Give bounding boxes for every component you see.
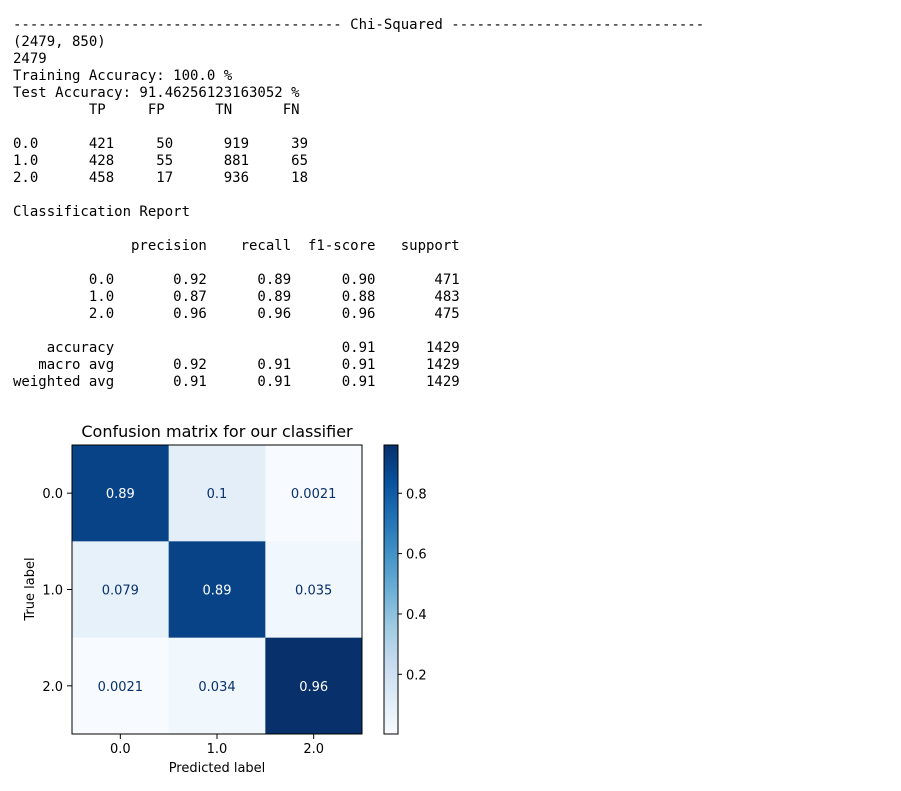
heatmap-cell bbox=[265, 445, 363, 542]
cell-value-label: 0.0021 bbox=[98, 680, 144, 695]
console-line: macro avg 0.92 0.91 0.91 1429 bbox=[13, 357, 460, 373]
console-line: Test Accuracy: 91.46256123163052 % bbox=[13, 85, 300, 101]
heatmap-cell bbox=[168, 541, 266, 639]
console-line: TP FP TN FN bbox=[13, 102, 300, 118]
cell-value-label: 0.034 bbox=[198, 680, 235, 695]
console-line bbox=[13, 187, 704, 204]
console-line: accuracy 0.91 1429 bbox=[13, 340, 460, 356]
colorbar-tick-label: 0.4 bbox=[406, 608, 427, 623]
console-line bbox=[13, 255, 704, 272]
cell-value-label: 0.89 bbox=[106, 487, 135, 502]
console-output: --------------------------------------- … bbox=[13, 17, 704, 391]
heatmap-cell bbox=[72, 637, 170, 735]
console-line: Classification Report bbox=[13, 204, 191, 220]
y-tick-label: 1.0 bbox=[42, 584, 63, 599]
console-line: 1.0 428 55 881 65 bbox=[13, 153, 309, 169]
x-axis-ticks: 0.0 1.0 2.0 bbox=[110, 734, 324, 757]
console-line bbox=[13, 323, 704, 340]
cell-value-label: 0.035 bbox=[295, 584, 332, 599]
y-axis-label: True label bbox=[23, 557, 38, 621]
cell-value-label: 0.96 bbox=[299, 680, 328, 695]
console-line bbox=[13, 221, 704, 238]
y-tick-label: 2.0 bbox=[42, 680, 63, 695]
cell-value-label: 0.079 bbox=[102, 584, 139, 599]
x-tick-label: 2.0 bbox=[303, 742, 324, 757]
x-tick-label: 1.0 bbox=[207, 742, 228, 757]
confusion-matrix-figure: Confusion matrix for our classifier 0.89… bbox=[23, 422, 427, 776]
colorbar-tick-label: 0.6 bbox=[406, 548, 427, 563]
console-line bbox=[13, 119, 704, 136]
y-tick-label: 0.0 bbox=[42, 487, 63, 502]
cell-value-label: 0.89 bbox=[203, 584, 232, 599]
colorbar-ticks: 0.2 0.4 0.6 0.8 bbox=[398, 487, 427, 683]
heatmap-cell bbox=[265, 637, 363, 735]
console-line: 0.0 421 50 919 39 bbox=[13, 136, 309, 152]
heatmap-cell bbox=[72, 541, 170, 639]
heatmap-cell bbox=[265, 541, 363, 639]
colorbar-tick-label: 0.8 bbox=[406, 487, 427, 502]
x-axis-label: Predicted label bbox=[169, 761, 266, 776]
heatmap-cells: 0.89 0.1 0.0021 0.079 0.89 0.035 0.0021 0.034 0.… bbox=[72, 445, 363, 735]
console-line: Training Accuracy: 100.0 % bbox=[13, 68, 233, 84]
colorbar-tick-label: 0.2 bbox=[406, 668, 427, 683]
cell-value-label: 0.0021 bbox=[291, 487, 337, 502]
heatmap-cell bbox=[72, 445, 170, 542]
console-line: weighted avg 0.91 0.91 0.91 1429 bbox=[13, 374, 460, 390]
console-line: 2479 bbox=[13, 51, 47, 67]
console-line: (2479, 850) bbox=[13, 34, 106, 50]
chart-title: Confusion matrix for our classifier bbox=[81, 422, 353, 441]
heatmap-cell bbox=[168, 637, 266, 735]
heatmap-cell bbox=[168, 445, 266, 542]
console-line: --------------------------------------- … bbox=[13, 17, 705, 33]
y-axis-ticks: 0.0 1.0 2.0 bbox=[42, 487, 72, 695]
console-line: 2.0 0.96 0.96 0.96 475 bbox=[13, 306, 460, 322]
x-tick-label: 0.0 bbox=[110, 742, 131, 757]
console-line: 1.0 0.87 0.89 0.88 483 bbox=[13, 289, 460, 305]
console-line: 0.0 0.92 0.89 0.90 471 bbox=[13, 272, 460, 288]
console-line: 2.0 458 17 936 18 bbox=[13, 170, 309, 186]
colorbar bbox=[383, 444, 399, 735]
console-line: precision recall f1-score support bbox=[13, 238, 460, 254]
cell-value-label: 0.1 bbox=[207, 487, 228, 502]
